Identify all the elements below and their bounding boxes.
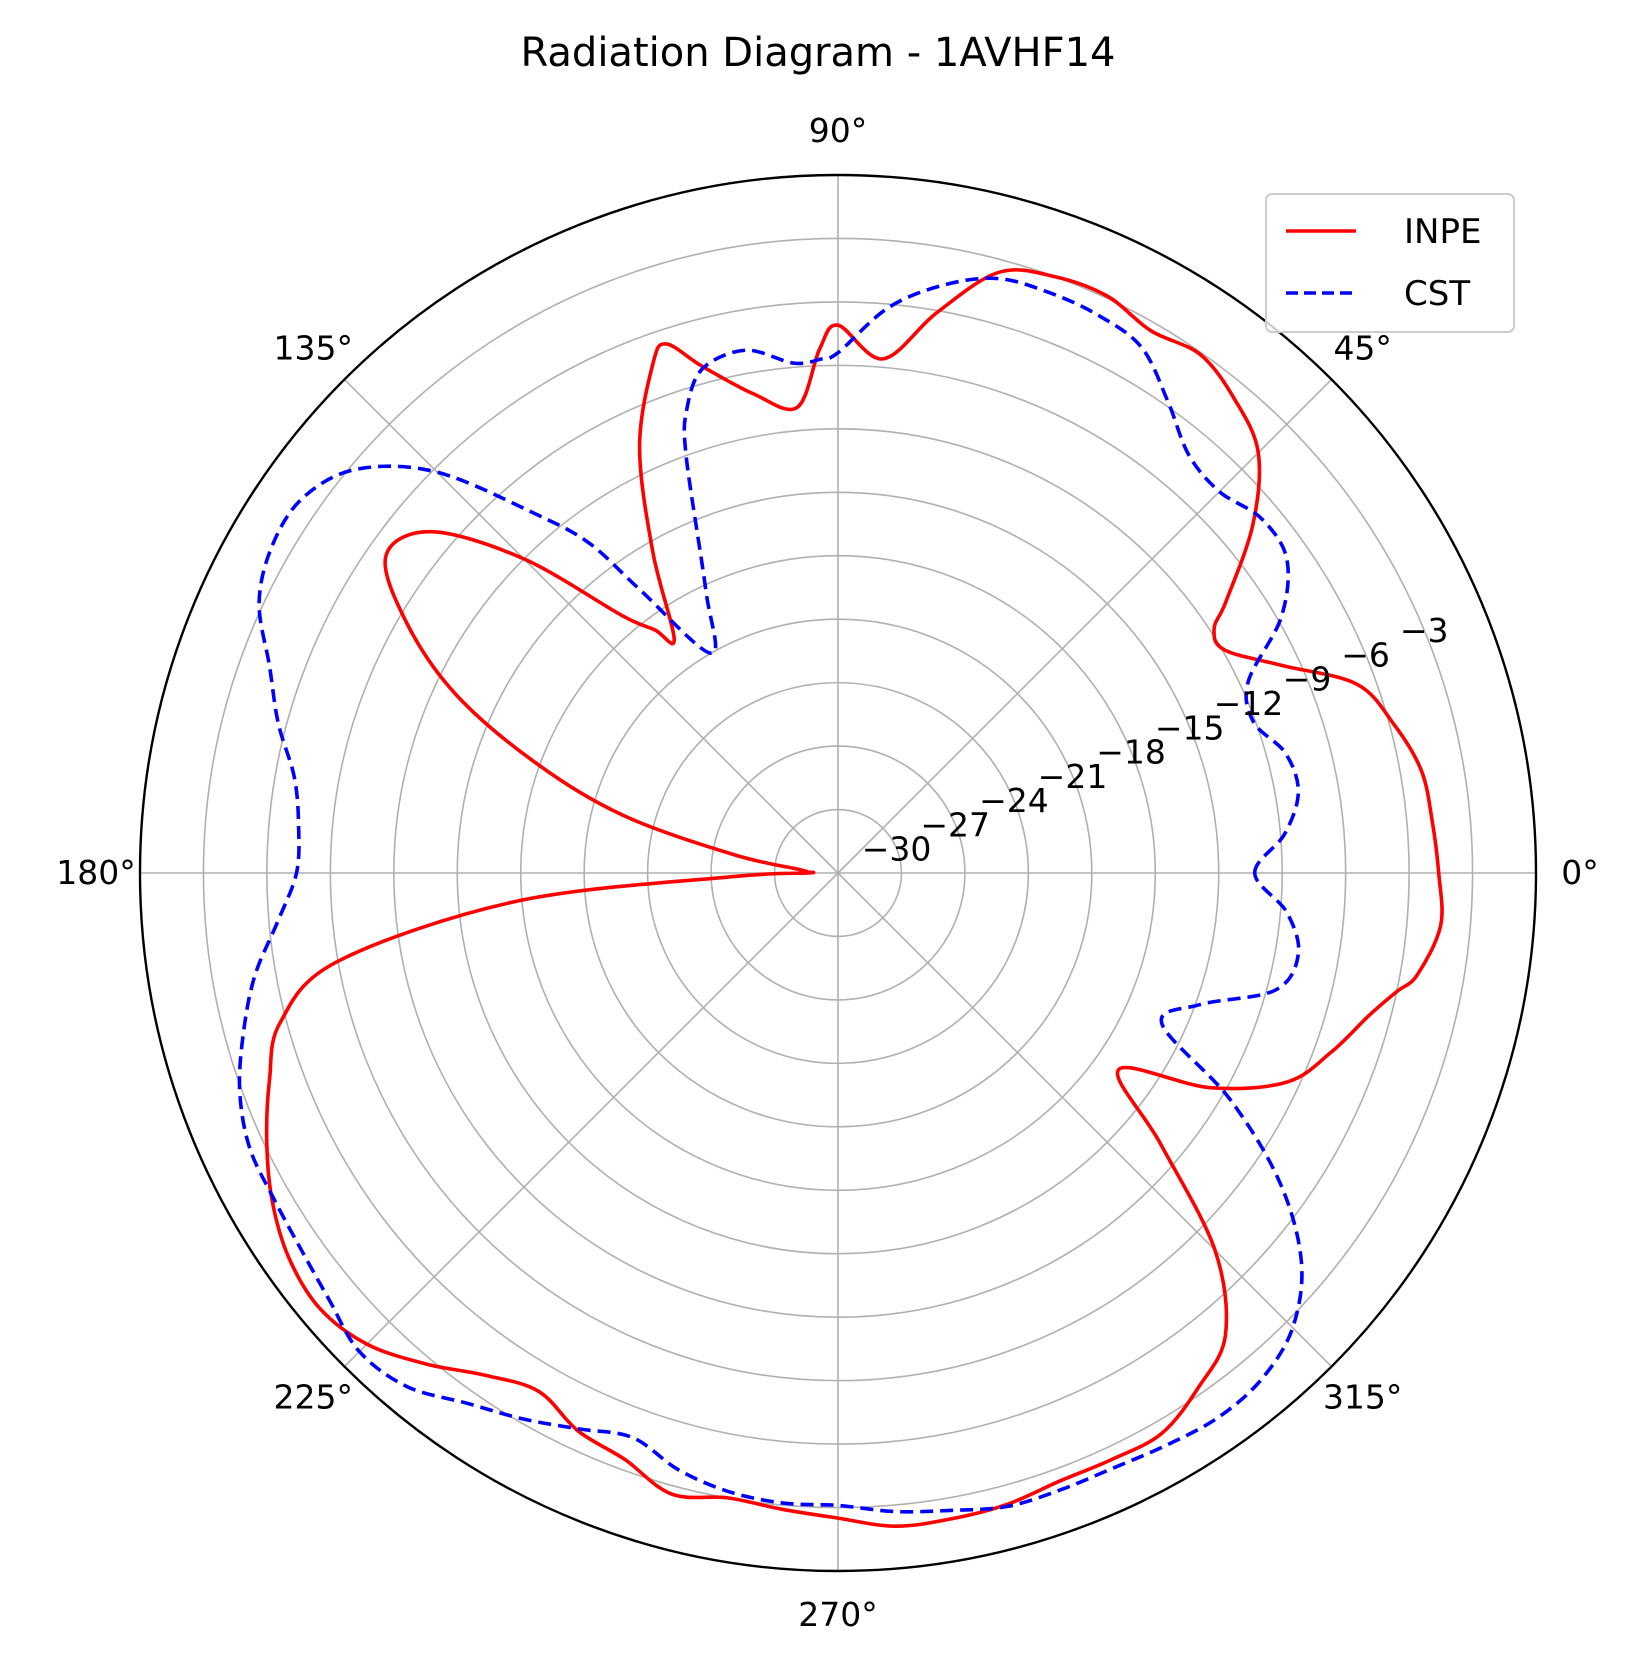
angular-gridline: [343, 872, 839, 1368]
angular-gridline: [837, 378, 1333, 874]
angular-tick-label: 180°: [56, 853, 136, 892]
angular-tick-label: 315°: [1323, 1378, 1403, 1417]
radial-tick-label: −12: [1214, 684, 1284, 723]
polar-grid: [140, 175, 1536, 1571]
angular-tick-label: 270°: [798, 1595, 878, 1634]
radial-tick-label: −27: [920, 805, 990, 844]
radial-tick-label: −15: [1155, 708, 1225, 747]
angular-tick-label: 135°: [274, 328, 354, 367]
angular-gridline: [343, 378, 839, 874]
radial-tick-label: −18: [1096, 733, 1166, 772]
legend-label-cst: CST: [1404, 274, 1470, 314]
legend: INPE CST: [1265, 193, 1515, 333]
radial-tick-label: −9: [1283, 660, 1332, 699]
polar-frame: [138, 173, 1538, 1573]
series-layer: [237, 268, 1444, 1529]
angular-gridline: [837, 872, 1333, 1368]
series-line-cst: [237, 276, 1304, 1514]
legend-label-inpe: INPE: [1404, 212, 1481, 252]
angular-tick-labels: 0° 45° 90° 135° 180° 225° 270° 315°: [56, 111, 1599, 1634]
angular-tick-label: 45°: [1333, 328, 1392, 367]
legend-box: [1265, 193, 1515, 333]
radial-tick-label: −24: [979, 781, 1049, 820]
radial-tick-labels: −30−27−24−21−18−15−12−9−6 −3: [862, 611, 1449, 869]
series-line-inpe: [264, 268, 1444, 1529]
angular-tick-label: 0°: [1561, 853, 1599, 892]
radial-tick-label: −30: [862, 830, 932, 869]
angular-tick-label: 90°: [809, 111, 868, 150]
angular-tick-label: 225°: [274, 1378, 354, 1417]
chart-title: Radiation Diagram - 1AVHF14: [521, 30, 1116, 76]
radial-tick-label: −21: [1038, 757, 1108, 796]
radial-tick-label: −3: [1400, 611, 1449, 650]
radial-tick-label: −6: [1341, 636, 1390, 675]
